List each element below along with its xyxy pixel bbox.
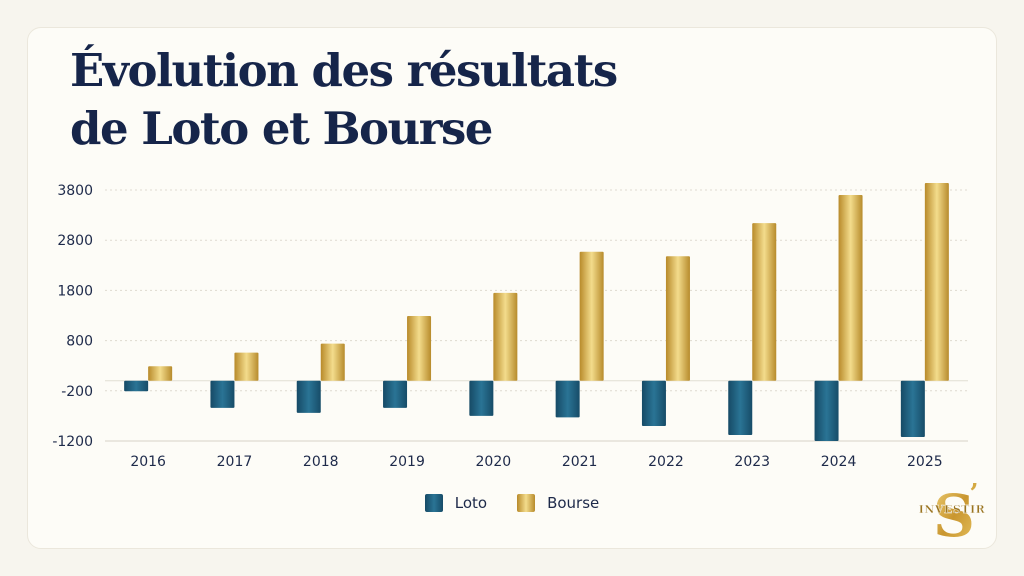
y-tick-label: -1200: [52, 434, 93, 450]
logo-letter: S: [933, 482, 975, 542]
bar-bourse: [320, 343, 345, 381]
bar-loto: [814, 380, 839, 441]
chart-title-line-1: Évolution des résultats: [70, 44, 618, 97]
legend-item-loto: Loto: [424, 494, 488, 512]
x-tick-label: 2019: [389, 454, 425, 470]
bar-bourse: [752, 223, 777, 381]
bar-loto: [210, 380, 235, 408]
bar-loto: [555, 380, 580, 418]
bar-bourse: [407, 316, 432, 381]
bar-bourse: [838, 195, 863, 381]
y-tick-label: 800: [66, 334, 93, 350]
x-tick-label: 2021: [562, 454, 598, 470]
chart-title: Évolution des résultats de Loto et Bours…: [70, 42, 618, 158]
y-tick-label: 3800: [57, 183, 93, 199]
bar-loto: [383, 380, 408, 408]
x-tick-label: 2022: [648, 454, 684, 470]
y-tick-label: 2800: [57, 233, 93, 249]
bar-bourse: [579, 251, 604, 381]
logo-text: INVESTIR: [919, 503, 986, 516]
legend-label-bourse: Bourse: [547, 494, 600, 512]
bar-loto: [641, 380, 666, 426]
bar-loto: [469, 380, 494, 416]
bar-loto: [296, 380, 321, 413]
bar-bourse: [665, 256, 690, 381]
y-tick-label: -200: [61, 384, 93, 400]
x-tick-label: 2018: [303, 454, 339, 470]
chart-legend: Loto Bourse: [0, 494, 1024, 512]
bar-bourse: [493, 292, 518, 381]
x-tick-label: 2025: [907, 454, 943, 470]
chart-title-line-2: de Loto et Bourse: [70, 102, 493, 155]
x-tick-label: 2016: [130, 454, 166, 470]
bar-bourse: [234, 352, 259, 381]
bar-bourse: [148, 366, 173, 381]
bar-loto: [728, 380, 753, 435]
bar-bourse: [924, 182, 949, 381]
y-tick-label: 1800: [57, 283, 93, 299]
legend-swatch-loto: [424, 494, 443, 512]
logo-apostrophe: ’: [969, 479, 978, 509]
bar-loto: [900, 380, 925, 437]
chart-card: [27, 27, 997, 549]
investir-logo: S ’ INVESTIR: [919, 479, 986, 542]
legend-swatch-bourse: [517, 494, 536, 512]
x-tick-label: 2024: [821, 454, 857, 470]
legend-label-loto: Loto: [454, 494, 488, 512]
x-tick-label: 2023: [734, 454, 770, 470]
bar-loto: [124, 380, 149, 392]
legend-item-bourse: Bourse: [517, 494, 599, 512]
x-tick-label: 2017: [217, 454, 253, 470]
x-tick-label: 2020: [476, 454, 512, 470]
